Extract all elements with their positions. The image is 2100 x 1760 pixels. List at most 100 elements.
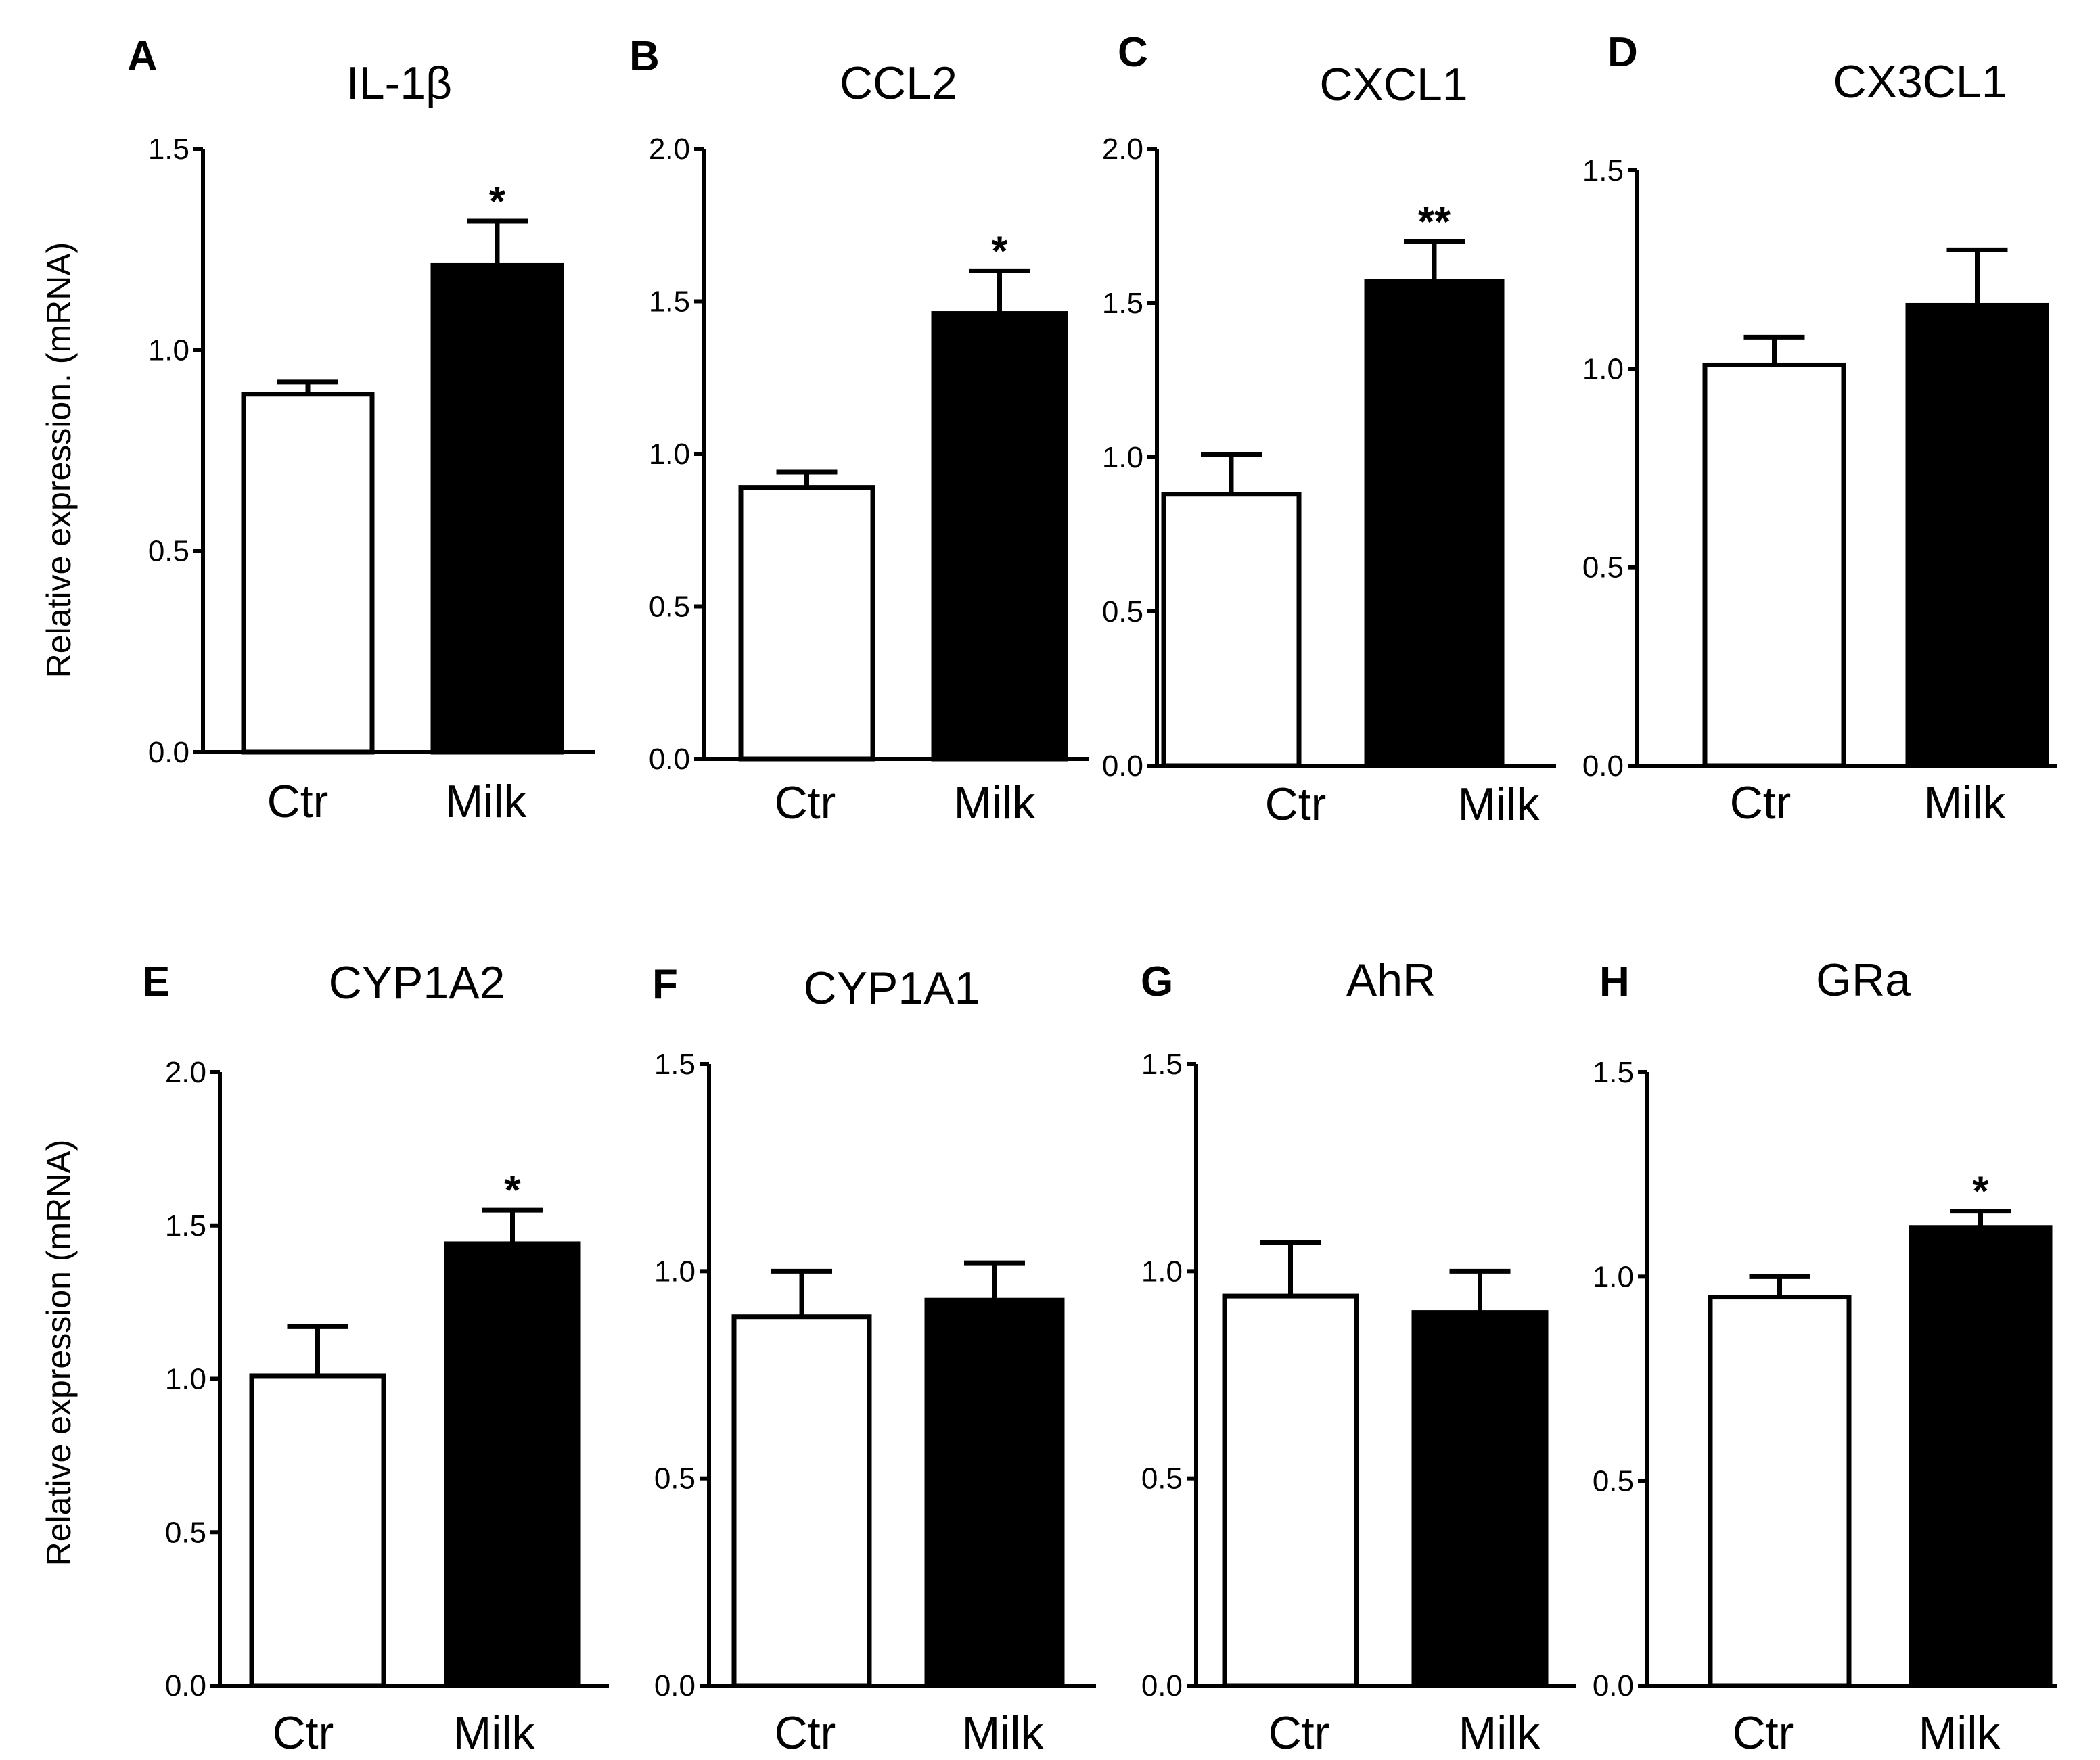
chart-title-d: CX3CL1 bbox=[1833, 56, 2007, 108]
panel-letter-h: H bbox=[1599, 958, 1630, 1005]
chart-panel-b: B CCL2 0.0 0.5 1.0 1.5 2.0 Ctr * Milk bbox=[629, 33, 1089, 829]
charts-group: A IL-1β 0.0 0.5 1.0 1.5 Ctr * Milk B CCL2 0.0 0.5 1.0… bbox=[127, 29, 2057, 1759]
y-tick-label-g-3: 1.5 bbox=[1141, 1048, 1183, 1081]
y-tick-label-e-4: 2.0 bbox=[165, 1056, 206, 1089]
bar-a-ctr bbox=[241, 392, 375, 755]
y-tick-label-f-1: 0.5 bbox=[654, 1462, 695, 1496]
x-category-label-h-ctr: Ctr bbox=[1733, 1707, 1794, 1759]
bar-h-milk bbox=[1909, 1225, 2053, 1688]
y-tick-label-b-4: 2.0 bbox=[649, 133, 690, 166]
bar-c-milk bbox=[1364, 279, 1505, 768]
significance-mark-e-milk: * bbox=[504, 1167, 521, 1214]
bar-f-milk bbox=[924, 1297, 1065, 1688]
x-category-label-e-ctr: Ctr bbox=[273, 1707, 334, 1759]
chart-title-h: GRa bbox=[1816, 954, 1911, 1006]
x-category-label-d-ctr: Ctr bbox=[1730, 777, 1791, 829]
y-tick-label-e-2: 1.0 bbox=[165, 1363, 206, 1396]
bar-a-milk bbox=[430, 262, 564, 755]
y-tick-label-c-3: 1.5 bbox=[1102, 287, 1143, 320]
y-tick-label-d-2: 1.0 bbox=[1582, 352, 1624, 386]
y-tick-label-g-1: 0.5 bbox=[1141, 1462, 1183, 1496]
bar-d-milk bbox=[1905, 302, 2049, 768]
y-tick-label-h-2: 1.0 bbox=[1593, 1260, 1634, 1293]
x-category-label-h-milk: Milk bbox=[1919, 1707, 2001, 1759]
bar-b-milk bbox=[931, 311, 1068, 762]
x-category-label-c-milk: Milk bbox=[1458, 779, 1540, 830]
panel-letter-d: D bbox=[1607, 29, 1638, 76]
x-category-label-e-milk: Milk bbox=[453, 1707, 536, 1759]
y-tick-label-h-1: 0.5 bbox=[1593, 1465, 1634, 1498]
y-tick-label-b-3: 1.5 bbox=[649, 285, 690, 319]
y-tick-label-d-1: 0.5 bbox=[1582, 551, 1624, 584]
y-tick-label-c-1: 0.5 bbox=[1102, 595, 1143, 628]
y-tick-label-f-0: 0.0 bbox=[654, 1669, 695, 1703]
bar-e-ctr bbox=[249, 1373, 386, 1688]
y-tick-label-a-3: 1.5 bbox=[148, 133, 189, 166]
y-axis-label-bottom-row: Relative expression (mRNA) bbox=[40, 1140, 78, 1567]
panel-letter-c: C bbox=[1118, 29, 1148, 76]
x-category-label-a-milk: Milk bbox=[445, 776, 528, 827]
panel-letter-a: A bbox=[127, 33, 158, 80]
y-tick-label-a-1: 0.5 bbox=[148, 535, 189, 568]
bar-f-ctr bbox=[731, 1314, 872, 1688]
chart-title-f: CYP1A1 bbox=[804, 963, 980, 1014]
chart-panel-f: F CYP1A1 0.0 0.5 1.0 1.5 Ctr Milk bbox=[652, 961, 1096, 1759]
y-tick-label-e-1: 0.5 bbox=[165, 1516, 206, 1549]
bar-h-ctr bbox=[1708, 1295, 1852, 1688]
chart-title-g: AhR bbox=[1346, 954, 1436, 1006]
y-tick-label-c-0: 0.0 bbox=[1102, 749, 1143, 783]
chart-panel-a: A IL-1β 0.0 0.5 1.0 1.5 Ctr * Milk bbox=[127, 33, 595, 827]
significance-mark-a-milk: * bbox=[489, 179, 506, 225]
y-tick-label-h-3: 1.5 bbox=[1593, 1056, 1634, 1089]
chart-panel-d: D CX3CL1 0.0 0.5 1.0 1.5 Ctr Milk bbox=[1582, 29, 2057, 829]
significance-mark-b-milk: * bbox=[991, 228, 1008, 275]
y-tick-label-d-0: 0.0 bbox=[1582, 749, 1624, 783]
chart-title-a: IL-1β bbox=[346, 57, 452, 109]
x-category-label-b-ctr: Ctr bbox=[775, 777, 836, 829]
panel-letter-g: G bbox=[1141, 958, 1173, 1005]
panel-letter-e: E bbox=[142, 958, 170, 1005]
y-tick-label-g-2: 1.0 bbox=[1141, 1255, 1183, 1288]
y-tick-label-c-2: 1.0 bbox=[1102, 441, 1143, 474]
bar-b-ctr bbox=[738, 485, 875, 762]
y-tick-label-g-0: 0.0 bbox=[1141, 1669, 1183, 1703]
y-tick-label-a-2: 1.0 bbox=[148, 333, 189, 367]
y-tick-label-b-0: 0.0 bbox=[649, 743, 690, 776]
chart-title-e: CYP1A2 bbox=[329, 957, 505, 1009]
x-category-label-d-milk: Milk bbox=[1924, 777, 2007, 829]
y-tick-label-e-0: 0.0 bbox=[165, 1669, 206, 1703]
y-tick-label-f-2: 1.0 bbox=[654, 1255, 695, 1288]
x-category-label-a-ctr: Ctr bbox=[267, 776, 329, 827]
bar-c-ctr bbox=[1161, 492, 1302, 768]
x-category-label-c-ctr: Ctr bbox=[1265, 779, 1327, 830]
y-tick-label-h-0: 0.0 bbox=[1593, 1669, 1634, 1703]
significance-mark-c-milk: ** bbox=[1418, 199, 1451, 246]
x-category-label-f-milk: Milk bbox=[962, 1707, 1045, 1759]
y-axis-label-top-row: Relative expression. (mRNA) bbox=[40, 242, 78, 678]
y-tick-label-b-2: 1.0 bbox=[649, 438, 690, 471]
chart-title-b: CCL2 bbox=[840, 57, 957, 109]
x-category-label-g-ctr: Ctr bbox=[1269, 1707, 1330, 1759]
chart-panel-c: C CXCL1 0.0 0.5 1.0 1.5 2.0 Ctr ** Milk bbox=[1102, 29, 1556, 830]
chart-panel-h: H GRa 0.0 0.5 1.0 1.5 Ctr * Milk bbox=[1593, 954, 2057, 1759]
chart-panel-g: G AhR 0.0 0.5 1.0 1.5 Ctr Milk bbox=[1141, 954, 1576, 1759]
bar-e-milk bbox=[444, 1241, 581, 1688]
bar-g-milk bbox=[1411, 1310, 1549, 1688]
y-tick-label-b-1: 0.5 bbox=[649, 590, 690, 624]
panel-letter-b: B bbox=[629, 33, 660, 80]
x-category-label-g-milk: Milk bbox=[1459, 1707, 1541, 1759]
chart-panel-e: E CYP1A2 0.0 0.5 1.0 1.5 2.0 Ctr * Milk bbox=[142, 957, 609, 1759]
y-tick-label-e-3: 1.5 bbox=[165, 1209, 206, 1243]
y-tick-label-f-3: 1.5 bbox=[654, 1048, 695, 1081]
x-category-label-f-ctr: Ctr bbox=[775, 1707, 836, 1759]
x-category-label-b-milk: Milk bbox=[954, 777, 1036, 829]
bar-g-ctr bbox=[1222, 1293, 1359, 1688]
y-tick-label-c-4: 2.0 bbox=[1102, 133, 1143, 166]
panel-letter-f: F bbox=[652, 961, 678, 1008]
chart-title-c: CXCL1 bbox=[1319, 59, 1467, 110]
bar-d-ctr bbox=[1702, 362, 1846, 768]
significance-mark-h-milk: * bbox=[1972, 1169, 1989, 1215]
y-tick-label-d-3: 1.5 bbox=[1582, 154, 1624, 187]
y-tick-label-a-0: 0.0 bbox=[148, 736, 189, 769]
